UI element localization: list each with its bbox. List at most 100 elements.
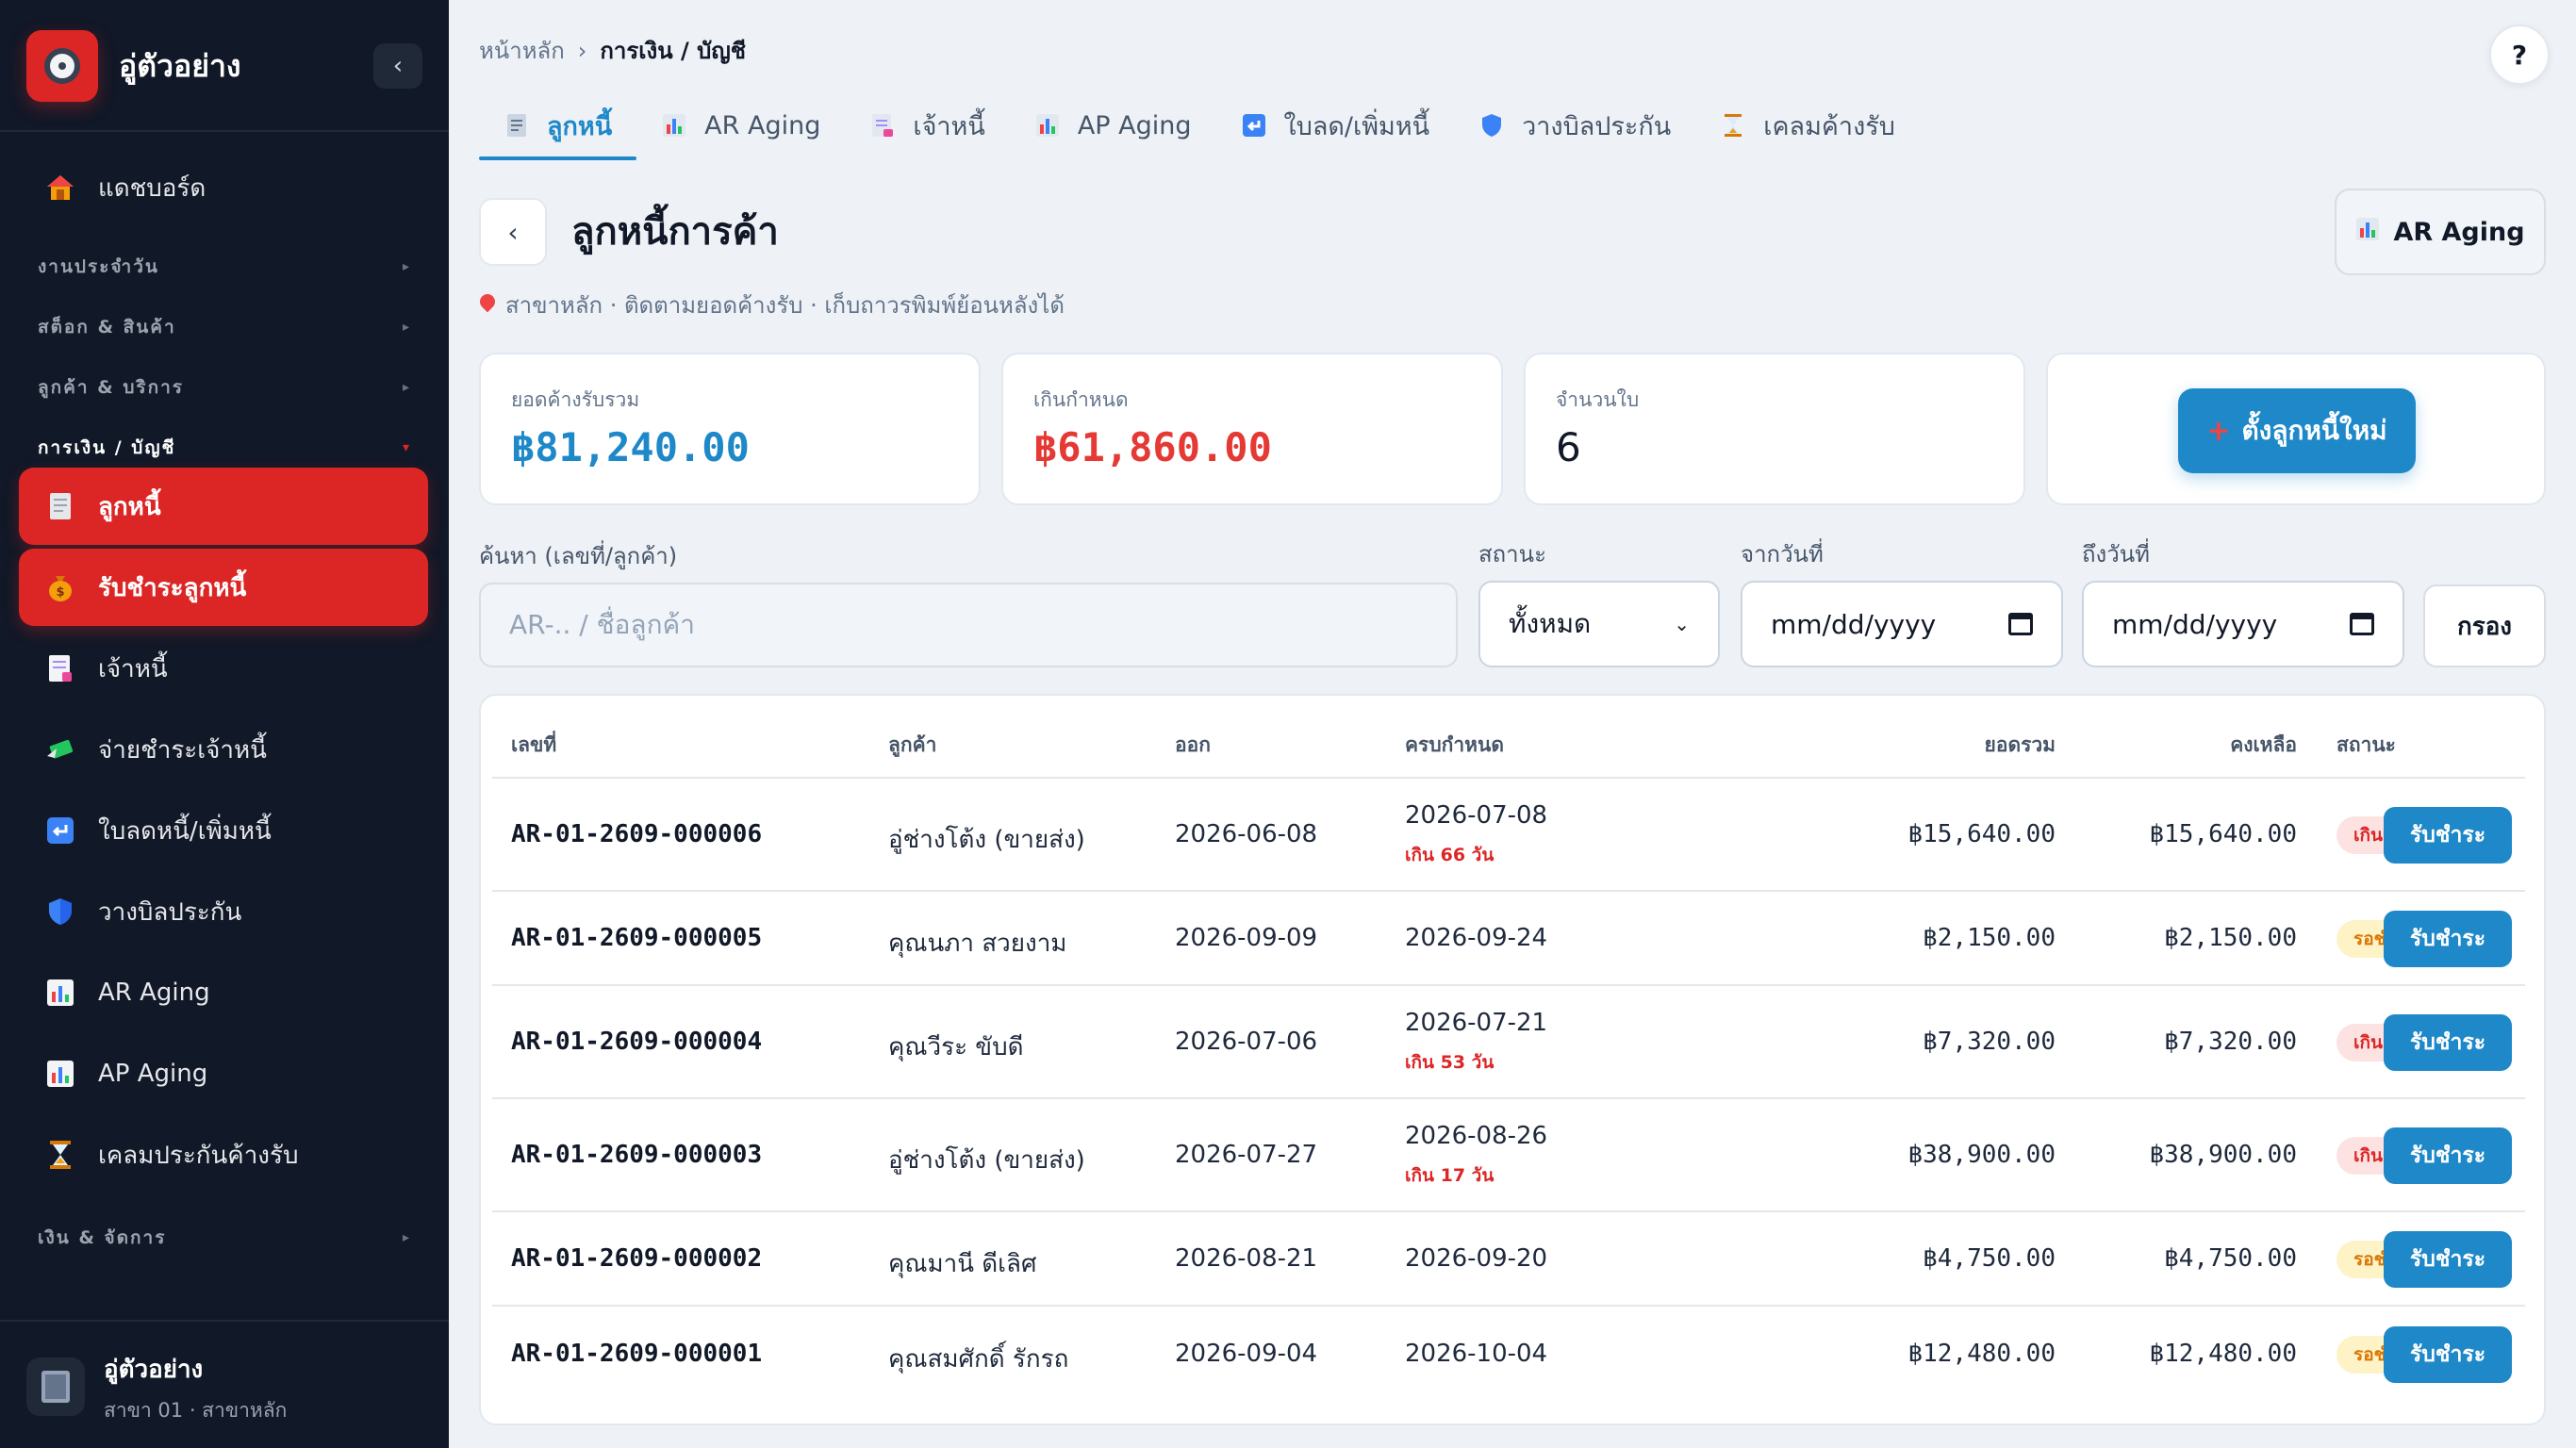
overdue-days: เกิน 53 วัน <box>1405 1052 1494 1073</box>
balance-amount: ฿12,480.00 <box>2149 1340 2297 1368</box>
due-date: 2026-10-04 <box>1405 1340 1548 1368</box>
receive-payment-button[interactable]: รับชำระ <box>2384 1014 2512 1071</box>
table-row[interactable]: AR-01-2609-000001 คุณสมศักดิ์ รักรถ 2026-0… <box>492 1305 2525 1401</box>
tab-ap-aging[interactable]: AP Aging <box>1010 90 1216 160</box>
chevron-right-icon: ▸ <box>402 320 411 335</box>
collapse-sidebar-button[interactable]: ‹ <box>373 43 422 89</box>
tab-ar-aging[interactable]: AR Aging <box>636 90 845 160</box>
button-label: ตั้งลูกหนี้ใหม่ <box>2241 415 2387 446</box>
ar-aging-button[interactable]: AR Aging <box>2335 189 2546 275</box>
total-amount: ฿15,640.00 <box>1907 820 2056 848</box>
sidebar-item-label: แดชบอร์ด <box>98 173 206 203</box>
tab-ar[interactable]: ลูกหนี้ <box>479 90 637 160</box>
plus-icon: + <box>2206 414 2231 448</box>
sidebar-item-ar[interactable]: ลูกหนี้ <box>19 468 428 545</box>
shield-icon <box>43 895 77 929</box>
sidebar-group-finance[interactable]: การเงิน / บัญชี ▾ <box>38 434 411 462</box>
issue-date: 2026-07-27 <box>1175 1141 1318 1169</box>
sidebar-item-label: เจ้าหนี้ <box>98 654 168 683</box>
new-receivable-button[interactable]: + ตั้งลูกหนี้ใหม่ <box>2178 388 2416 473</box>
overdue-days: เกิน 66 วัน <box>1405 845 1494 865</box>
return-arrow-icon <box>43 814 77 847</box>
divider <box>0 130 449 132</box>
to-date-input[interactable]: mm/dd/yyyy <box>2082 581 2404 667</box>
sidebar-item-ap-aging[interactable]: AP Aging <box>19 1035 428 1112</box>
help-button[interactable]: ? <box>2489 25 2550 85</box>
table-row[interactable]: AR-01-2609-000006 อู่ช่างโต้ง (ขายส่ง) 202… <box>492 777 2525 890</box>
sidebar-item-claim[interactable]: เคลมประกันค้างรับ <box>19 1116 428 1193</box>
user-profile[interactable]: อู่ตัวอย่าง สาขา 01 · สาขาหลัก <box>0 1320 449 1448</box>
due-date: 2026-09-20 <box>1405 1244 1548 1273</box>
sidebar-item-ar-aging[interactable]: AR Aging <box>19 954 428 1031</box>
status-label: สถานะ <box>1478 541 1546 568</box>
status-select[interactable]: ทั้งหมด ⌄ <box>1478 581 1720 667</box>
receive-payment-button[interactable]: รับชำระ <box>2384 1127 2512 1184</box>
invoice-icon <box>869 112 896 139</box>
sidebar-group-money[interactable]: เงิน & จัดการ ▸ <box>38 1224 411 1252</box>
customer-name: อู่ช่างโต้ง (ขายส่ง) <box>888 1146 1085 1175</box>
customer-name: คุณมานี ดีเลิศ <box>888 1250 1037 1278</box>
tab-label: เคลมค้างรับ <box>1763 111 1895 141</box>
total-receivable-label: ยอดค้างรับรวม <box>511 388 640 411</box>
group-label: การเงิน / บัญชี <box>38 437 176 458</box>
receive-payment-button[interactable]: รับชำระ <box>2384 1231 2512 1288</box>
sidebar-item-label: AP Aging <box>98 1060 208 1088</box>
calendar-icon[interactable] <box>2008 613 2033 635</box>
count-card: จำนวนใบ 6 <box>1524 353 2025 505</box>
from-date-input[interactable]: mm/dd/yyyy <box>1741 581 2063 667</box>
sidebar-item-label: ใบลดหนี้/เพิ่มหนี้ <box>98 816 272 846</box>
page-subtitle: สาขาหลัก · ติดตามยอดค้างรับ · เก็บถาวรพิ… <box>479 287 1065 323</box>
breadcrumb: หน้าหลัก › การเงิน / บัญชี <box>479 32 746 69</box>
sidebar-item-pay[interactable]: จ่ายชำระเจ้าหนี้ <box>19 711 428 788</box>
col-header-issue: ออก <box>1175 733 1211 756</box>
user-branch: สาขา 01 · สาขาหลัก <box>104 1399 288 1422</box>
sidebar-item-insure[interactable]: วางบิลประกัน <box>19 873 428 950</box>
sidebar-item-receive[interactable]: $ รับชำระลูกหนี้ <box>19 549 428 626</box>
issue-date: 2026-08-21 <box>1175 1244 1318 1273</box>
chevron-down-icon: ⌄ <box>1674 613 1690 635</box>
tab-ap[interactable]: เจ้าหนี้ <box>845 90 1009 160</box>
customer-name: คุณสมศักดิ์ รักรถ <box>888 1345 1069 1374</box>
overdue-value: ฿61,860.00 <box>1033 424 1272 470</box>
back-button[interactable]: ‹ <box>479 198 547 266</box>
receive-payment-button[interactable]: รับชำระ <box>2384 1326 2512 1383</box>
search-input[interactable]: AR-.. / ชื่อลูกค้า <box>479 583 1458 667</box>
sidebar-group-customer[interactable]: ลูกค้า & บริการ ▸ <box>38 373 411 402</box>
calendar-icon[interactable] <box>2350 613 2374 635</box>
total-amount: ฿2,150.00 <box>1923 924 2056 952</box>
tab-label: ใบลด/เพิ่มหนี้ <box>1283 111 1430 141</box>
due-date: 2026-07-08 <box>1405 801 1548 830</box>
issue-date: 2026-09-09 <box>1175 924 1318 952</box>
filter-button[interactable]: กรอง <box>2423 584 2546 667</box>
table-row[interactable]: AR-01-2609-000004 คุณวีระ ขับดี 2026-07-06… <box>492 984 2525 1097</box>
tab-claims[interactable]: เคลมค้างรับ <box>1695 90 1920 160</box>
col-header-balance: คงเหลือ <box>2230 733 2297 756</box>
sidebar-item-label: รับชำระลูกหนี้ <box>98 573 247 602</box>
tab-insurance-billing[interactable]: วางบิลประกัน <box>1454 90 1695 160</box>
overdue-days: เกิน 17 วัน <box>1405 1165 1494 1186</box>
sidebar-item-ap[interactable]: เจ้าหนี้ <box>19 630 428 707</box>
table-row[interactable]: AR-01-2609-000002 คุณมานี ดีเลิศ 2026-08-2… <box>492 1210 2525 1305</box>
bar-chart-icon <box>661 112 687 139</box>
issue-date: 2026-06-08 <box>1175 820 1318 848</box>
overdue-card: เกินกำหนด ฿61,860.00 <box>1001 353 1503 505</box>
balance-amount: ฿2,150.00 <box>2164 924 2297 952</box>
sidebar-group-stock[interactable]: สต็อก & สินค้า ▸ <box>38 313 411 341</box>
chevron-right-icon: ▸ <box>402 380 411 395</box>
receive-payment-button[interactable]: รับชำระ <box>2384 911 2512 967</box>
table-row[interactable]: AR-01-2609-000003 อู่ช่างโต้ง (ขายส่ง) 202… <box>492 1097 2525 1210</box>
tab-credit-note[interactable]: ใบลด/เพิ่มหนี้ <box>1216 90 1455 160</box>
house-icon <box>43 171 77 205</box>
table-row[interactable]: AR-01-2609-000005 คุณนภา สวยงาม 2026-09-09… <box>492 890 2525 984</box>
receipt-icon <box>504 112 530 139</box>
sidebar-item-dashboard[interactable]: แดชบอร์ด <box>19 149 428 226</box>
main-content: หน้าหลัก › การเงิน / บัญชี ? ลูกหนี้ AR … <box>449 0 2576 1448</box>
sidebar-group-daily[interactable]: งานประจำวัน ▸ <box>38 253 411 281</box>
due-date: 2026-09-24 <box>1405 924 1548 952</box>
breadcrumb-home[interactable]: หน้าหลัก <box>479 38 565 64</box>
balance-amount: ฿4,750.00 <box>2164 1244 2297 1273</box>
receive-payment-button[interactable]: รับชำระ <box>2384 807 2512 864</box>
total-amount: ฿38,900.00 <box>1907 1141 2056 1169</box>
wheel-logo-icon <box>26 30 98 102</box>
sidebar-item-note[interactable]: ใบลดหนี้/เพิ่มหนี้ <box>19 792 428 869</box>
